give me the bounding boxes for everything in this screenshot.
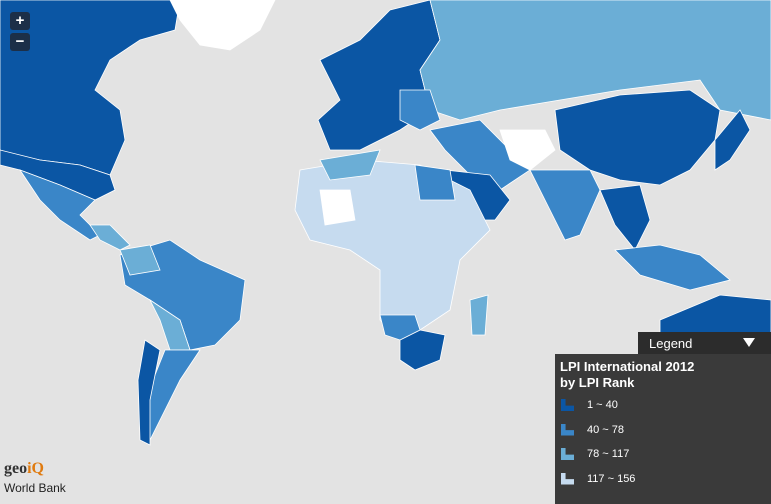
source: World Bank <box>4 481 66 495</box>
legend-label: 1 ~ 40 <box>587 399 618 411</box>
legend-label: 40 ~ 78 <box>587 423 625 436</box>
legend-header[interactable]: Legend <box>638 332 771 354</box>
legend-swatch <box>561 399 574 411</box>
countries <box>0 0 771 446</box>
legend-header-text: Legend <box>649 336 693 351</box>
legend-swatch <box>561 423 574 436</box>
legend-swatch <box>561 472 574 485</box>
attribution: geoiQ World Bank <box>4 460 66 495</box>
legend-label: 78 ~ 117 <box>587 448 630 460</box>
zoom-out-button[interactable]: − <box>10 33 30 51</box>
logo-part: iQ <box>27 460 44 477</box>
legend-title: LPI International 2012 <box>560 359 695 374</box>
logo-part: geo <box>4 460 28 477</box>
legend-panel: LPI International 2012 by LPI Rank 1 ~ 4… <box>555 354 771 504</box>
legend-label: 117 ~ 156 <box>587 472 636 485</box>
legend-swatch <box>561 448 574 460</box>
logo: geoiQ <box>4 460 66 478</box>
legend-toggle-icon[interactable] <box>742 337 756 349</box>
zoom-in-button[interactable]: + <box>10 12 30 30</box>
legend-title: by LPI Rank <box>560 375 635 390</box>
